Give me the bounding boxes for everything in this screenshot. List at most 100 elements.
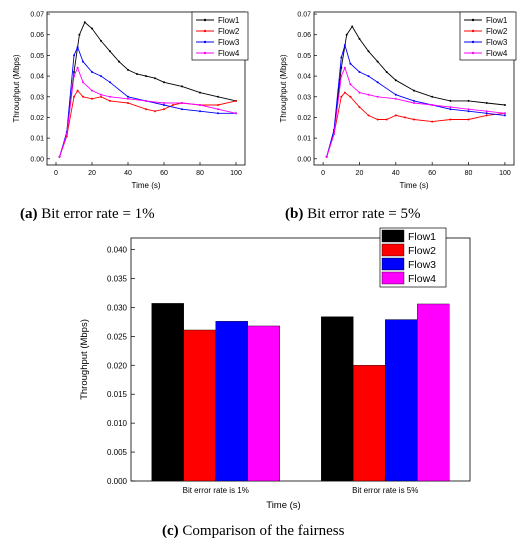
- y-tick-label: 0.02: [297, 115, 311, 122]
- y-tick-label: 0.07: [30, 12, 44, 19]
- caption-text: Bit error rate = 1%: [38, 206, 155, 222]
- caption-text: Comparison of the fairness: [179, 523, 345, 539]
- data-point: [431, 120, 434, 123]
- y-tick-label: 0.040: [107, 246, 128, 255]
- y-tick-label: 0.01: [30, 136, 44, 143]
- x-axis-label: Time (s): [131, 181, 160, 190]
- data-point: [100, 93, 102, 96]
- data-point: [340, 56, 343, 59]
- y-tick-label: 0.07: [297, 12, 311, 19]
- data-point: [376, 60, 379, 63]
- legend-swatch: [381, 257, 405, 271]
- data-point: [367, 93, 370, 96]
- y-tick-label: 0.00: [30, 156, 44, 163]
- y-axis-label: Throughput (Mbps): [279, 54, 288, 122]
- x-tick-label: 0: [54, 170, 58, 177]
- y-tick-label: 0.05: [30, 53, 44, 60]
- y-tick-label: 0.010: [107, 419, 128, 428]
- series-line-flow2: [59, 89, 237, 157]
- data-point: [431, 104, 434, 106]
- data-point: [485, 112, 488, 115]
- plot-frame: [313, 11, 515, 166]
- data-point: [394, 97, 397, 100]
- data-point: [503, 114, 506, 117]
- data-point: [235, 99, 237, 102]
- legend-label: Flow4: [408, 273, 436, 285]
- x-axis-label: Time (s): [399, 181, 428, 190]
- data-point: [76, 66, 79, 69]
- data-point: [109, 99, 111, 102]
- data-point: [413, 118, 415, 121]
- legend-marker: [471, 51, 475, 55]
- line-chart-a: 0.00 0.01 0.02 0.03 0.04 0.05 0.06 0.07 0 20 40 60 8…: [12, 11, 249, 222]
- legend-marker: [203, 18, 207, 22]
- y-tick-label: 0.015: [107, 390, 128, 399]
- data-point: [76, 46, 79, 49]
- data-point: [145, 75, 147, 78]
- legend-label: Flow3: [218, 38, 240, 47]
- data-point: [217, 112, 219, 115]
- data-point: [394, 114, 397, 117]
- data-point: [163, 108, 165, 111]
- x-category-label: Bit error rate is 1%: [183, 486, 249, 495]
- data-point: [109, 81, 111, 84]
- data-point: [394, 79, 397, 82]
- data-point: [343, 44, 346, 47]
- caption: (a) Bit error rate = 1%: [20, 206, 155, 222]
- data-point: [449, 108, 452, 111]
- data-point: [333, 133, 335, 135]
- y-tick-label: 0.04: [297, 74, 311, 81]
- data-point: [181, 102, 183, 104]
- bar-flow2: [183, 329, 216, 482]
- x-tick-label: 40: [392, 170, 400, 177]
- legend-marker: [203, 40, 207, 44]
- data-point: [73, 75, 75, 78]
- legend-marker: [203, 51, 207, 55]
- data-point: [431, 95, 434, 98]
- data-point: [485, 114, 488, 117]
- legend-swatch: [381, 243, 405, 257]
- data-point: [449, 118, 452, 121]
- data-point: [217, 104, 219, 106]
- data-point: [172, 104, 174, 106]
- bar-flow3: [215, 321, 248, 482]
- data-point: [413, 102, 415, 104]
- x-tick-label: 80: [465, 170, 473, 177]
- data-point: [376, 81, 379, 84]
- caption-letter: (c): [162, 523, 179, 539]
- x-tick-label: 20: [88, 170, 96, 177]
- y-axis-label: Throughput (Mbps): [12, 54, 21, 122]
- data-point: [413, 89, 415, 92]
- y-tick-label: 0.00: [297, 156, 311, 163]
- data-point: [145, 108, 147, 111]
- legend-swatch: [381, 229, 405, 243]
- y-tick-label: 0.06: [297, 32, 311, 39]
- line-chart-b: 0.00 0.01 0.02 0.03 0.04 0.05 0.06 0.07 0 20 40 60 8…: [279, 11, 517, 222]
- legend-swatch: [381, 271, 405, 285]
- plot-frame: [130, 237, 471, 482]
- legend-label: Flow4: [218, 49, 240, 58]
- data-point: [181, 85, 183, 88]
- data-point: [163, 102, 165, 104]
- series-line-flow3: [59, 45, 236, 157]
- y-axis-label: Throughput (Mbps): [79, 319, 90, 400]
- data-point: [235, 112, 237, 115]
- x-tick-label: 100: [230, 170, 242, 177]
- data-point: [109, 95, 111, 98]
- legend-box: [191, 11, 249, 61]
- caption: (c) Comparison of the fairness: [162, 523, 345, 539]
- bar-flow2: [353, 365, 386, 482]
- data-point: [485, 102, 488, 104]
- bar-flow4: [417, 303, 450, 482]
- data-point: [343, 66, 346, 69]
- data-point: [127, 68, 129, 71]
- data-point: [467, 110, 470, 113]
- plot-frame: [46, 11, 246, 166]
- data-point: [154, 77, 156, 80]
- bar-chart-c: 0.000 0.005 0.010 0.015 0.020 0.025 0.030 0.035…: [79, 227, 471, 539]
- data-point: [385, 118, 388, 121]
- y-tick-label: 0.01: [297, 136, 311, 143]
- data-point: [73, 54, 75, 57]
- data-point: [349, 95, 352, 98]
